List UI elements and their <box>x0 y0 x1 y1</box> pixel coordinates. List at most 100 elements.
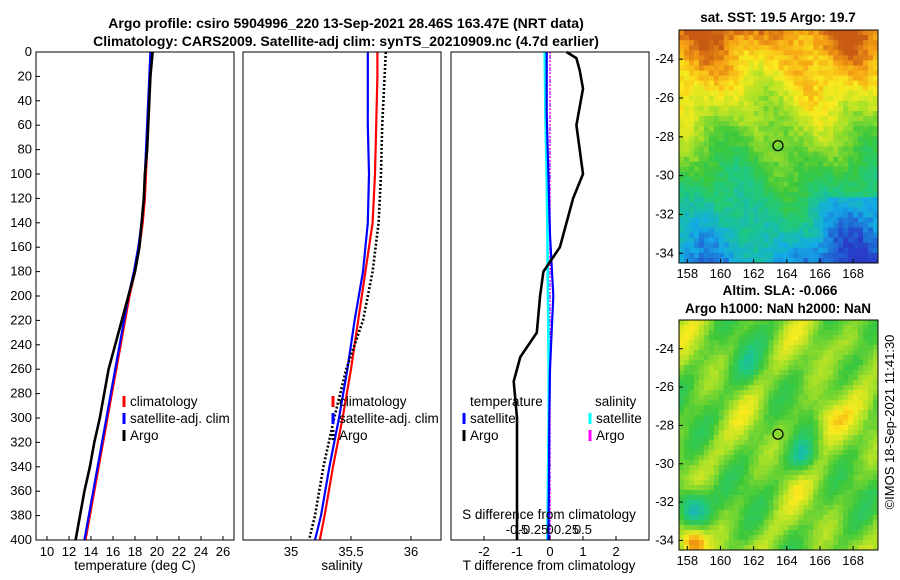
heatmap-cell <box>753 410 760 416</box>
heatmap-cell <box>753 100 760 107</box>
heatmap-cell <box>743 227 750 234</box>
heatmap-cell <box>818 475 824 481</box>
heatmap-cell <box>873 202 879 208</box>
heatmap-cell <box>843 495 849 501</box>
heatmap-cell <box>778 495 784 501</box>
heatmap-cell <box>818 345 824 351</box>
heatmap-cell <box>748 171 755 178</box>
heatmap-cell <box>803 217 809 223</box>
heatmap-cell <box>823 360 829 366</box>
heatmap-cell <box>748 85 755 92</box>
heatmap-cell <box>683 85 690 92</box>
heatmap-cell <box>803 430 809 436</box>
heatmap-cell <box>698 171 705 178</box>
heatmap-cell <box>863 415 869 421</box>
heatmap-cell <box>738 515 745 521</box>
heatmap-cell <box>793 105 799 112</box>
heatmap-cell <box>838 217 844 223</box>
heatmap-cell <box>853 121 859 127</box>
x-tick-label: 35 <box>284 544 298 559</box>
heatmap-cell <box>693 530 700 536</box>
heatmap-cell <box>679 197 685 203</box>
heatmap-cell <box>758 237 764 244</box>
heatmap-cell <box>768 455 774 461</box>
heatmap-cell <box>783 375 789 381</box>
heatmap-cell <box>828 35 834 41</box>
heatmap-cell <box>798 227 804 234</box>
heatmap-cell <box>698 405 705 411</box>
heatmap-cell <box>803 116 809 122</box>
heatmap-cell <box>718 395 725 401</box>
heatmap-cell <box>748 340 755 346</box>
heatmap-cell <box>723 475 730 481</box>
heatmap-cell <box>768 131 774 137</box>
heatmap-cell <box>698 222 705 228</box>
heatmap-cell <box>723 440 730 446</box>
heatmap-cell <box>808 105 814 112</box>
heatmap-cell <box>863 525 869 531</box>
heatmap-cell <box>679 50 685 56</box>
lon-tick-label: 168 <box>842 266 864 281</box>
heatmap-cell <box>828 345 834 351</box>
heatmap-cell <box>863 515 869 521</box>
heatmap-cell <box>848 440 854 446</box>
heatmap-cell <box>823 95 829 102</box>
heatmap-cell <box>683 535 690 541</box>
heatmap-cell <box>738 450 745 456</box>
heatmap-cell <box>818 375 824 381</box>
heatmap-cell <box>708 65 715 71</box>
depth-tick-label: 320 <box>10 434 32 449</box>
heatmap-cell <box>693 222 700 228</box>
heatmap-cell <box>813 545 819 551</box>
heatmap-cell <box>813 40 819 46</box>
heatmap-cell <box>728 60 735 66</box>
heatmap-cell <box>808 75 814 82</box>
heatmap-cell <box>813 181 819 188</box>
heatmap-cell <box>768 242 774 249</box>
heatmap-cell <box>858 465 864 471</box>
heatmap-cell <box>679 207 685 213</box>
heatmap-cell <box>708 405 715 411</box>
heatmap-cell <box>848 95 854 102</box>
heatmap-cell <box>838 252 844 259</box>
heatmap-cell <box>853 430 859 436</box>
heatmap-cell <box>778 545 784 551</box>
heatmap-cell <box>793 146 799 152</box>
heatmap-cell <box>718 257 725 264</box>
heatmap-cell <box>738 65 745 71</box>
heatmap-cell <box>863 65 869 71</box>
heatmap-cell <box>713 45 720 51</box>
heatmap-cell <box>863 455 869 461</box>
heatmap-cell <box>843 242 849 249</box>
heatmap-cell <box>838 340 844 346</box>
heatmap-cell <box>858 450 864 456</box>
heatmap-cell <box>813 475 819 481</box>
heatmap-cell <box>679 435 685 441</box>
heatmap-cell <box>868 355 874 361</box>
heatmap-cell <box>803 545 809 551</box>
heatmap-cell <box>688 420 695 426</box>
heatmap-cell <box>783 35 789 41</box>
heatmap-cell <box>743 60 750 66</box>
heatmap-cell <box>698 370 705 376</box>
salinity-difference-tick-label: 0.5 <box>574 522 592 537</box>
heatmap-cell <box>798 80 804 87</box>
heatmap-cell <box>843 425 849 431</box>
heatmap-cell <box>793 365 799 371</box>
heatmap-cell <box>723 50 730 56</box>
heatmap-cell <box>868 545 874 551</box>
heatmap-cell <box>733 166 740 173</box>
heatmap-cell <box>813 390 819 396</box>
heatmap-cell <box>718 237 725 244</box>
heatmap-cell <box>858 535 864 541</box>
heatmap-cell <box>679 161 685 168</box>
heatmap-cell <box>863 435 869 441</box>
heatmap-cell <box>698 320 705 326</box>
heatmap-cell <box>873 440 879 446</box>
heatmap-cell <box>718 85 725 92</box>
heatmap-cell <box>858 355 864 361</box>
heatmap-cell <box>763 50 769 56</box>
heatmap-cell <box>798 202 804 208</box>
heatmap-cell <box>818 187 824 193</box>
heatmap-cell <box>743 232 750 239</box>
